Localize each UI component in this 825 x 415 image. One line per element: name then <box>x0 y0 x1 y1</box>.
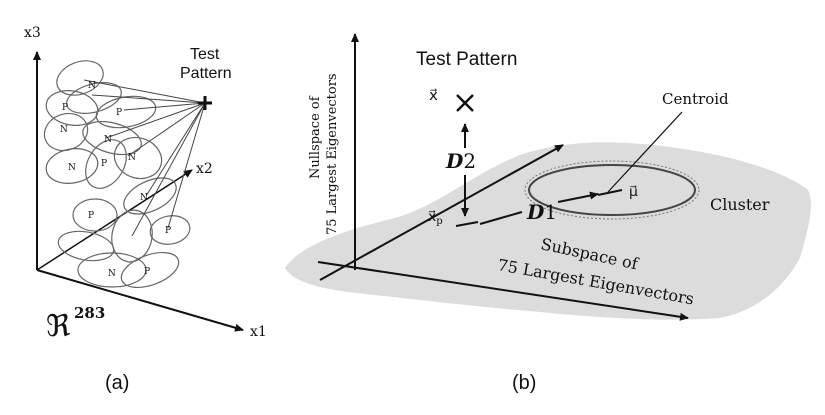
test-pattern-marker <box>198 96 212 110</box>
test-pattern-label: Test Pattern <box>416 49 517 70</box>
test-pattern-label-line1: Test <box>190 46 220 63</box>
axis-x2-label: x2 <box>196 161 213 177</box>
cluster-label: Cluster <box>710 195 770 214</box>
mu-label: μ⃗ <box>629 184 638 200</box>
ellipse-label: N <box>128 153 136 163</box>
axis-horizontal-line <box>317 261 689 321</box>
axis-depth-line <box>319 144 564 281</box>
caption-a: (a) <box>105 372 130 394</box>
x-vector-label: x⃗ <box>429 86 438 104</box>
axis-x1-line <box>36 269 244 332</box>
ellipse-label: P <box>116 108 122 118</box>
nullspace-label-line2: 75 Largest Eigenvectors <box>325 73 340 235</box>
ellipse-label: P <box>101 159 107 169</box>
cluster-ellipse-outline <box>524 160 700 220</box>
ellipse-label: N <box>104 135 112 145</box>
axis-x3-label: x3 <box>24 25 41 41</box>
ellipse-label: N <box>60 125 68 135</box>
nullspace-label-line1: Nullspace of <box>308 95 323 179</box>
panel-a: N P N P N N P N P N P N P x3 x2 x1 Test … <box>24 25 267 344</box>
space-symbol: ℜ <box>46 309 71 344</box>
subspace-plane <box>285 142 811 320</box>
d2-label: D2 <box>445 149 476 173</box>
projection-lines <box>83 79 206 237</box>
ellipse-label: P <box>144 267 150 277</box>
space-exponent: 283 <box>74 304 105 322</box>
panel-b: Test Pattern x⃗ D2 x⃗p D1 μ⃗ Centroid Cl… <box>285 33 811 321</box>
d1-arrow <box>557 191 599 203</box>
ellipse-label: N <box>88 81 96 91</box>
axis-x2-line <box>36 169 193 271</box>
test-pattern-label-line2: Pattern <box>180 65 232 82</box>
pattern-ellipses <box>43 60 191 289</box>
ellipse-label: P <box>165 226 171 236</box>
ellipse-label: P <box>62 103 68 113</box>
d1-label: D1 <box>526 200 557 224</box>
centroid-label: Centroid <box>662 90 729 108</box>
ellipse-labels: N P N P N N P N P N P N P <box>60 81 171 279</box>
centroid-marker <box>597 189 623 196</box>
cluster-ellipse <box>528 164 696 216</box>
test-pattern-x-marker <box>456 94 474 112</box>
ellipse-label: N <box>108 269 116 279</box>
d1-line <box>479 211 523 225</box>
ellipse-label: P <box>88 211 94 221</box>
ellipse-label: N <box>68 163 76 173</box>
caption-b: (b) <box>512 372 537 394</box>
xp-marker <box>455 221 479 227</box>
ellipse-label: N <box>140 193 148 203</box>
axis-x1-label: x1 <box>250 324 267 340</box>
xp-label: x⃗p <box>428 209 443 227</box>
nullspace-label: Nullspace of 75 Largest Eigenvectors <box>308 73 340 235</box>
centroid-pointer <box>607 111 683 193</box>
